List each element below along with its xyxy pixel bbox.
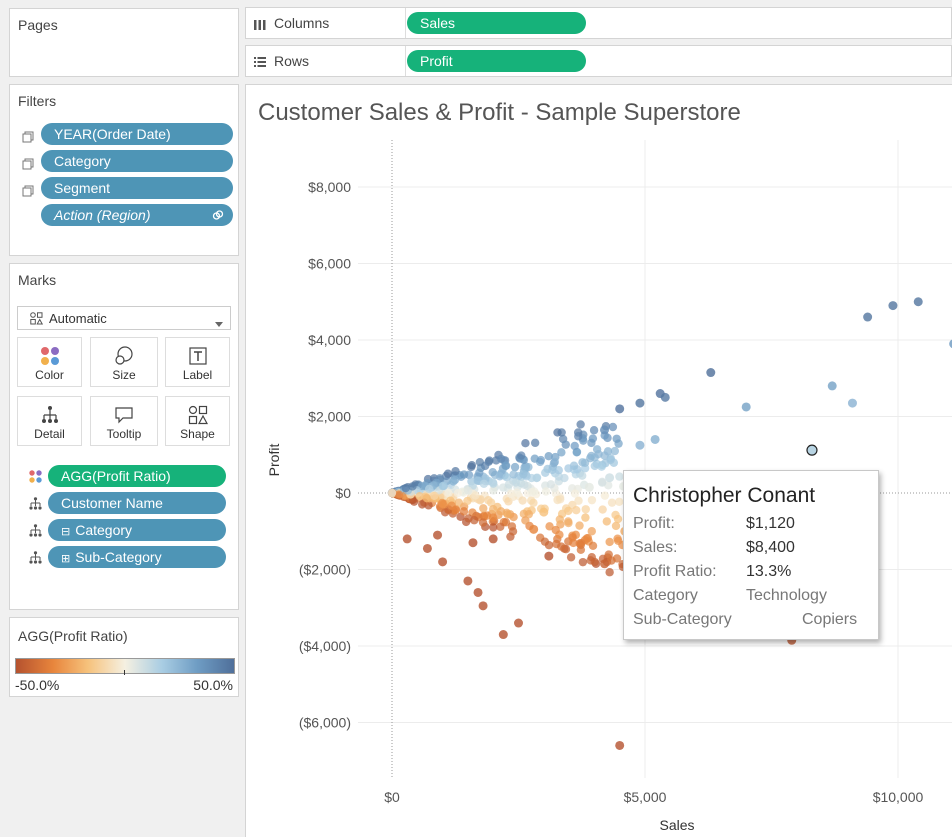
legend-gradient-bar	[15, 658, 235, 674]
size-button[interactable]: Size	[90, 337, 158, 387]
color-icon	[29, 470, 42, 488]
color-icon	[40, 346, 60, 366]
columns-icon	[254, 17, 266, 35]
mark-tooltip: Christopher Conant Profit: $1,120 Sales:…	[623, 470, 879, 640]
filter-pill-label: Action (Region)	[54, 207, 151, 223]
filter-pill-action-region[interactable]: Action (Region)	[41, 204, 233, 226]
tooltip-category-value: Technology	[746, 587, 827, 604]
tooltip-profit-ratio-label: Profit Ratio:	[633, 563, 717, 580]
shape-button-label: Shape	[180, 427, 215, 441]
tooltip-profit-value: $1,120	[746, 515, 795, 532]
tooltip-icon	[114, 405, 134, 425]
chart-title: Customer Sales & Profit - Sample Superst…	[258, 99, 741, 126]
tooltip-category-label: Category	[633, 587, 698, 604]
detail-icon	[29, 497, 42, 515]
shape-button[interactable]: Shape	[165, 396, 230, 446]
shelf-divider	[405, 46, 406, 76]
filter-pill-label: Segment	[54, 180, 111, 196]
marks-pill-profit-ratio[interactable]: AGG(Profit Ratio)	[48, 465, 226, 487]
columns-label: Columns	[274, 15, 330, 31]
marks-card: Marks Automatic Color Size Label Detail	[9, 263, 239, 610]
viz-canvas: Customer Sales & Profit - Sample Superst…	[245, 84, 952, 837]
mark-type-value: Automatic	[49, 311, 107, 326]
collapse-icon[interactable]: ⊟	[61, 526, 71, 538]
filter-pill-label: YEAR(Order Date)	[54, 126, 171, 142]
label-button[interactable]: Label	[165, 337, 230, 387]
detail-button-label: Detail	[34, 427, 65, 441]
tooltip-sub-category-label: Sub-Category	[633, 611, 732, 628]
detail-button[interactable]: Detail	[17, 396, 82, 446]
columns-pill-label: Sales	[420, 15, 456, 31]
color-button-label: Color	[35, 368, 64, 382]
detail-icon	[29, 524, 42, 542]
tooltip-button[interactable]: Tooltip	[90, 396, 158, 446]
detail-icon	[40, 405, 60, 425]
tooltip-sales-label: Sales:	[633, 539, 678, 556]
rows-pill-label: Profit	[420, 53, 453, 69]
shelf-divider	[405, 8, 406, 38]
detail-icon	[29, 551, 42, 569]
columns-shelf[interactable]: Columns Sales	[245, 7, 952, 39]
rows-icon	[254, 55, 266, 73]
pages-title: Pages	[18, 17, 58, 33]
tooltip-profit-label: Profit:	[633, 515, 675, 532]
tooltip-profit-ratio-value: 13.3%	[746, 563, 792, 580]
marks-pill-label: AGG(Profit Ratio)	[61, 468, 171, 484]
rows-pill-profit[interactable]: Profit	[407, 50, 586, 72]
marks-pill-label: Customer Name	[61, 495, 163, 511]
expand-icon[interactable]: ⊞	[61, 553, 71, 565]
filter-icon	[22, 184, 34, 197]
marks-pill-label: Category	[75, 522, 133, 538]
columns-pill-sales[interactable]: Sales	[407, 12, 586, 34]
marks-pill-sub-category[interactable]: ⊞ Sub-Category	[48, 546, 226, 568]
color-legend-card[interactable]: AGG(Profit Ratio) -50.0% 50.0%	[9, 617, 239, 697]
action-link-icon	[212, 204, 224, 226]
filter-icon	[22, 130, 34, 143]
filter-pill-category[interactable]: Category	[41, 150, 233, 172]
filter-pill-label: Category	[54, 153, 111, 169]
chevron-down-icon	[215, 315, 223, 333]
automatic-marks-icon	[30, 312, 44, 330]
marks-pill-category[interactable]: ⊟ Category	[48, 519, 226, 541]
legend-center-tick	[124, 670, 125, 675]
mark-type-dropdown[interactable]: Automatic	[17, 306, 231, 330]
legend-title: AGG(Profit Ratio)	[18, 628, 128, 644]
filters-card: Filters YEAR(Order Date) Category Segmen…	[9, 84, 239, 256]
filter-pill-year-order-date[interactable]: YEAR(Order Date)	[41, 123, 233, 145]
legend-min-label: -50.0%	[15, 677, 60, 693]
filters-title: Filters	[18, 93, 57, 109]
marks-pill-customer-name[interactable]: Customer Name	[48, 492, 226, 514]
legend-max-label: 50.0%	[193, 677, 233, 693]
rows-label: Rows	[274, 53, 310, 69]
size-icon	[114, 346, 134, 366]
tooltip-sub-category-value: Copiers	[802, 611, 858, 628]
label-button-label: Label	[182, 368, 213, 382]
color-button[interactable]: Color	[17, 337, 82, 387]
filter-pill-segment[interactable]: Segment	[41, 177, 233, 199]
text-label-icon	[188, 346, 208, 366]
tooltip-title: Christopher Conant	[633, 484, 816, 507]
rows-shelf[interactable]: Rows Profit	[245, 45, 952, 77]
size-button-label: Size	[112, 368, 136, 382]
marks-pill-label: Sub-Category	[75, 549, 162, 565]
tooltip-sales-value: $8,400	[746, 539, 795, 556]
pages-card[interactable]: Pages	[9, 8, 239, 77]
filter-icon	[22, 157, 34, 170]
shape-icon	[188, 405, 208, 425]
tooltip-button-label: Tooltip	[106, 427, 142, 441]
marks-title: Marks	[18, 272, 57, 288]
